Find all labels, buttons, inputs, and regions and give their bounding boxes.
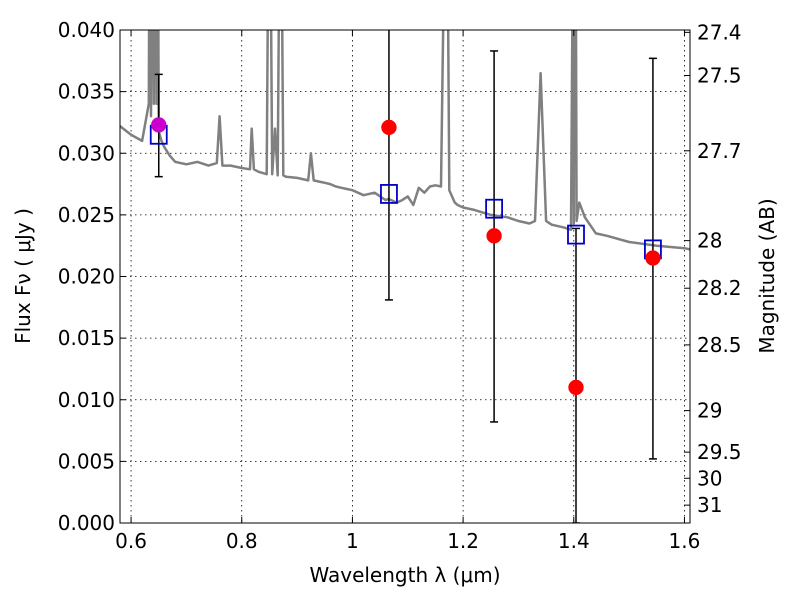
magnitude-tick-label: 31 [697, 493, 722, 517]
y-tick-label: 0.020 [58, 265, 115, 289]
y-axis-label: Flux Fν ( μJy ) [11, 208, 35, 344]
magnitude-tick-label: 27.5 [697, 63, 742, 87]
template-spectrum-line [120, 30, 690, 251]
axis-ticks: 0.6 0.8 1 1.2 1.4 1.6 0.000 0.005 0.010 0.015 0.02… [58, 18, 742, 553]
observed-flux-point [150, 117, 167, 133]
y-tick-label: 0.005 [58, 449, 115, 473]
plot-area [120, 30, 690, 523]
observed-flux-point [381, 119, 397, 136]
magnitude-tick-label: 27.4 [697, 20, 742, 44]
x-axis-label: Wavelength λ (μm) [309, 563, 500, 587]
y-tick-label: 0.030 [58, 141, 115, 165]
y-tick-label: 0.015 [58, 326, 115, 350]
observed-flux-point [568, 379, 584, 396]
magnitude-tick-label: 28.5 [697, 333, 742, 357]
model-square-marker [485, 198, 503, 219]
model-square-marker [567, 224, 585, 245]
y-tick-label: 0.000 [58, 511, 115, 535]
magnitude-tick-label: 28 [697, 229, 722, 253]
magnitude-axis-label: Magnitude (AB) [755, 198, 779, 353]
x-tick-label: 1 [346, 529, 359, 553]
observed-flux-point [645, 250, 661, 266]
x-tick-label: 1.6 [669, 529, 701, 553]
x-tick-label: 0.8 [226, 529, 258, 553]
magnitude-tick-label: 30 [697, 466, 722, 490]
magnitude-tick-label: 28.2 [697, 276, 742, 300]
magnitude-tick-label: 29 [697, 399, 722, 423]
x-tick-label: 0.6 [115, 529, 147, 553]
grid [120, 29, 690, 524]
x-tick-label: 1.4 [558, 529, 590, 553]
y-tick-label: 0.010 [58, 388, 115, 412]
model-square-marker [380, 184, 398, 204]
observed-flux-point [486, 228, 502, 244]
y-tick-label: 0.025 [58, 203, 115, 227]
y-tick-label: 0.035 [58, 80, 115, 104]
x-tick-label: 1.2 [447, 529, 479, 553]
y-tick-label: 0.040 [58, 18, 115, 42]
magnitude-tick-label: 27.7 [697, 139, 742, 163]
magnitude-tick-label: 29.5 [697, 440, 742, 464]
